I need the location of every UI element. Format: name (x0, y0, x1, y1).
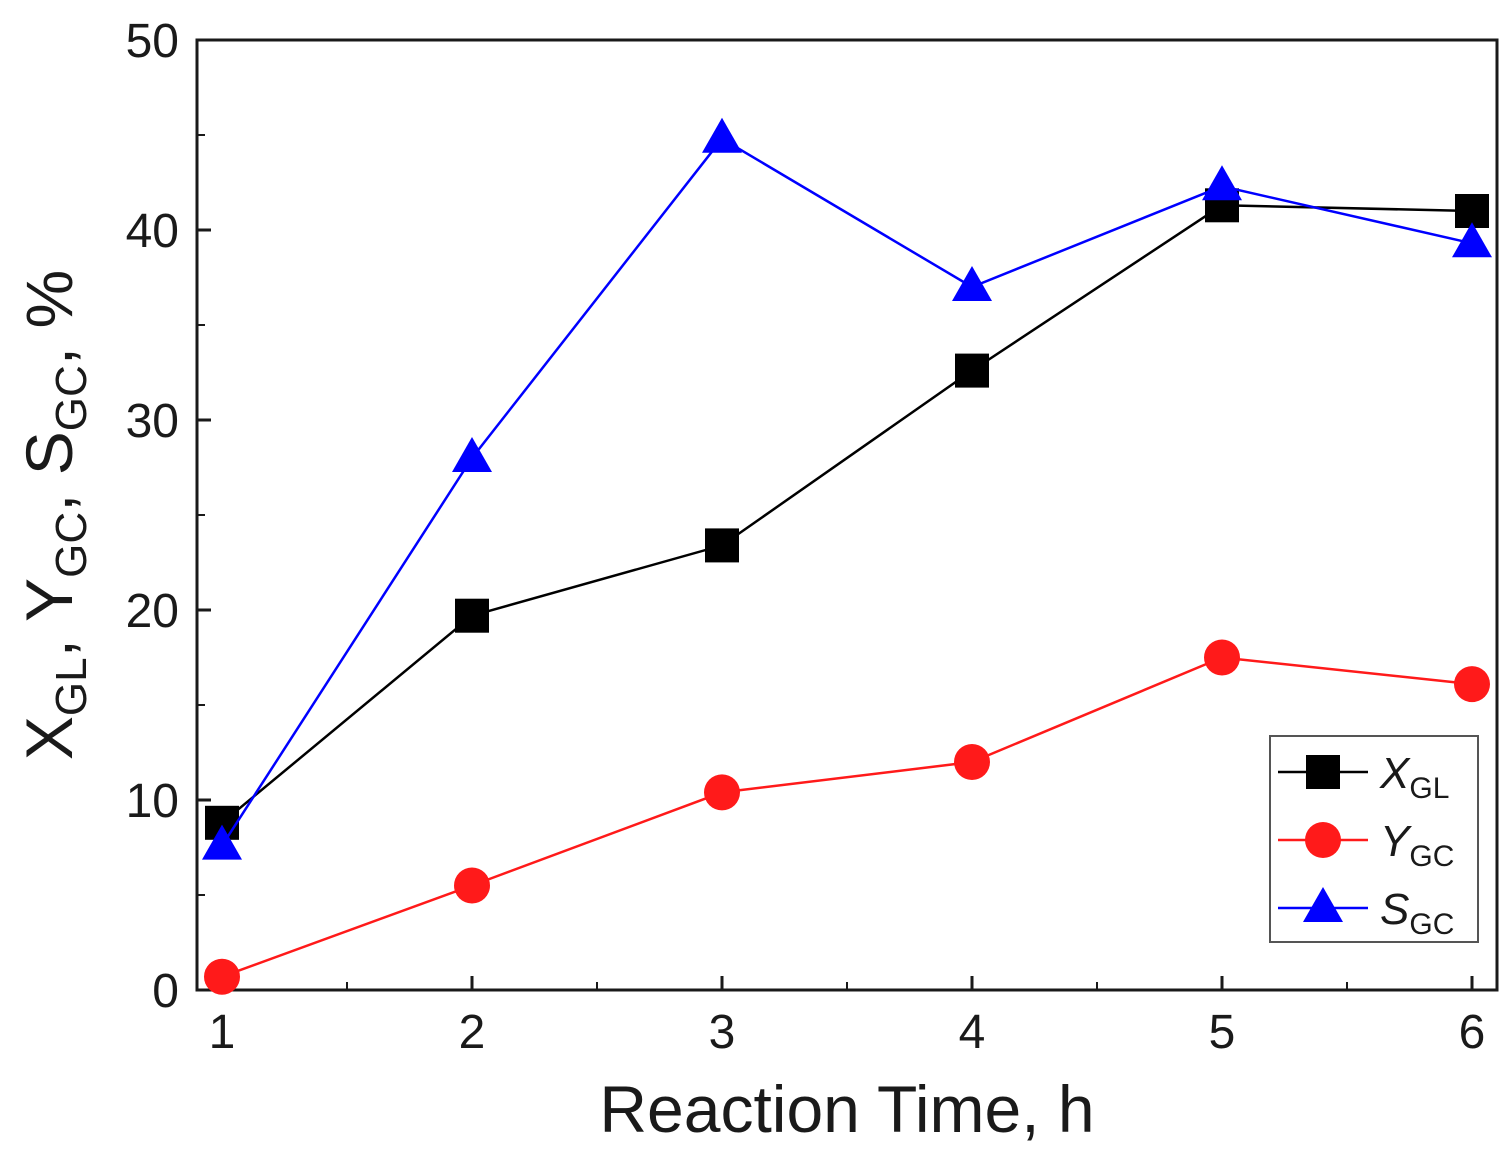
y-title-symbol: X (12, 716, 86, 760)
y-title-subscript: GC (47, 365, 96, 431)
data-point-square (955, 354, 989, 388)
legend-marker-circle (1305, 822, 1341, 858)
data-point-circle (954, 744, 990, 780)
y-title-symbol: S (12, 431, 86, 475)
y-tick-label: 0 (152, 965, 179, 1018)
data-point-square (705, 528, 739, 562)
y-tick-label: 40 (126, 205, 179, 258)
y-title-separator: , (12, 475, 86, 512)
x-tick-label: 1 (209, 1006, 236, 1059)
data-point-square (455, 599, 489, 633)
data-point-circle (454, 868, 490, 904)
x-tick-label: 3 (709, 1006, 736, 1059)
x-tick-label: 2 (459, 1006, 486, 1059)
x-tick-label: 5 (1209, 1006, 1236, 1059)
data-point-circle (1454, 666, 1490, 702)
y-tick-label: 30 (126, 395, 179, 448)
x-tick-label: 4 (959, 1006, 986, 1059)
y-title-subscript: GL (47, 657, 96, 716)
y-title-symbol: Y (12, 578, 86, 622)
chart: 1 2 3 4 5 601020304050 Reaction Time, h XGL, … (0, 0, 1512, 1168)
x-axis-title: Reaction Time, h (599, 1072, 1094, 1146)
y-title-separator: , (12, 622, 86, 657)
y-tick-label: 50 (126, 15, 179, 68)
y-title-subscript: GC (47, 512, 96, 578)
y-axis-title: XGL, YGC, SGC, % (12, 270, 96, 760)
y-tick-label: 10 (126, 775, 179, 828)
legend-marker-square (1306, 755, 1340, 789)
data-point-circle (1204, 640, 1240, 676)
data-point-circle (704, 774, 740, 810)
x-tick-label: 6 (1459, 1006, 1486, 1059)
y-tick-label: 20 (126, 585, 179, 638)
data-point-circle (204, 959, 240, 995)
y-title-separator: , % (12, 270, 86, 365)
